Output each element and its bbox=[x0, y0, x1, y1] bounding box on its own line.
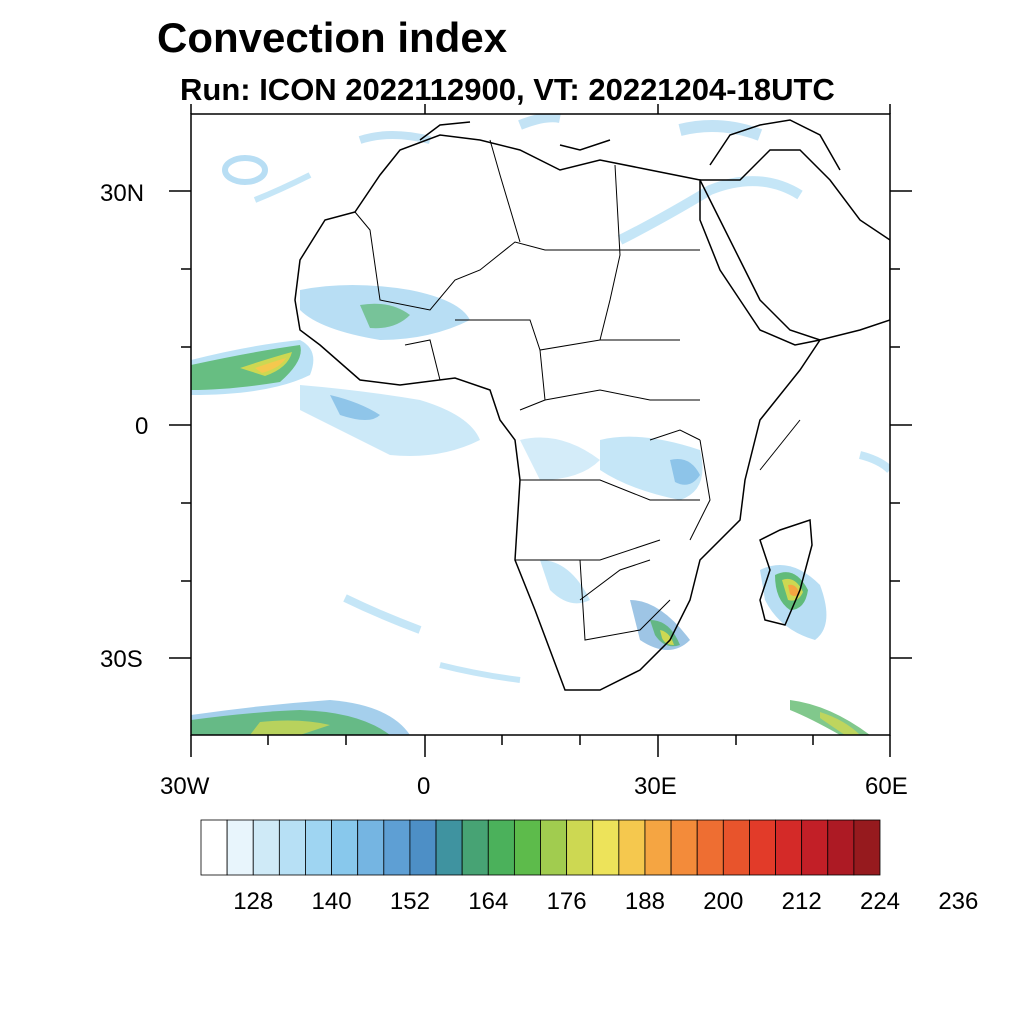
colorbar bbox=[200, 819, 881, 876]
colorbar-tick-label: 188 bbox=[624, 888, 665, 915]
colorbar-box bbox=[461, 819, 489, 876]
colorbar-box bbox=[226, 819, 254, 876]
colorbar-box bbox=[383, 819, 411, 876]
lat-label-30s: 30S bbox=[100, 646, 143, 673]
colorbar-box bbox=[749, 819, 776, 876]
colorbar-box bbox=[357, 819, 385, 876]
colorbar-box bbox=[540, 819, 568, 876]
map-frame bbox=[190, 113, 891, 736]
colorbar-box bbox=[618, 819, 646, 876]
colorbar-box bbox=[566, 819, 594, 876]
lon-label-60e: 60E bbox=[865, 773, 908, 800]
colorbar-box bbox=[644, 819, 672, 876]
country-borders bbox=[354, 139, 801, 641]
colorbar-box bbox=[513, 819, 541, 876]
lon-label-0: 0 bbox=[417, 773, 431, 800]
colorbar-tick-label: 200 bbox=[703, 888, 744, 915]
colorbar-box bbox=[722, 819, 750, 876]
colorbar-box bbox=[775, 819, 803, 876]
colorbar-tick-label: 128 bbox=[233, 888, 274, 915]
map-subtitle: Run: ICON 2022112900, VT: 20221204-18UTC bbox=[180, 72, 835, 107]
colorbar-box bbox=[853, 819, 881, 876]
colorbar-tick-label: 164 bbox=[468, 888, 509, 915]
colorbar-tick-label: 224 bbox=[859, 888, 901, 915]
colorbar-box bbox=[252, 819, 280, 876]
colorbar-tick-label: 152 bbox=[389, 888, 430, 915]
lon-label-30w: 30W bbox=[160, 773, 210, 800]
colorbar-box bbox=[696, 819, 724, 876]
lat-label-30n: 30N bbox=[100, 180, 145, 207]
colorbar-tick-label: 140 bbox=[311, 888, 352, 915]
colorbar-box bbox=[487, 819, 515, 876]
map-title: Convection index bbox=[157, 14, 508, 61]
colorbar-tick-label: 212 bbox=[781, 888, 822, 915]
colorbar-tick-label: 236 bbox=[938, 888, 979, 915]
coastlines bbox=[294, 119, 890, 691]
colorbar-box bbox=[278, 819, 306, 876]
colorbar-box bbox=[409, 819, 437, 876]
colorbar-tick-label: 176 bbox=[546, 888, 587, 915]
axis-ticks bbox=[169, 104, 912, 757]
colorbar-box bbox=[827, 819, 855, 876]
convection-field bbox=[191, 114, 890, 735]
colorbar-box bbox=[670, 819, 698, 876]
colorbar-box bbox=[801, 819, 829, 876]
lon-label-30e: 30E bbox=[634, 773, 677, 800]
lat-label-0: 0 bbox=[135, 413, 149, 440]
colorbar-box bbox=[435, 819, 463, 876]
colorbar-box bbox=[592, 819, 620, 876]
colorbar-box bbox=[305, 819, 332, 876]
colorbar-box bbox=[331, 819, 359, 876]
colorbar-box bbox=[200, 819, 228, 876]
